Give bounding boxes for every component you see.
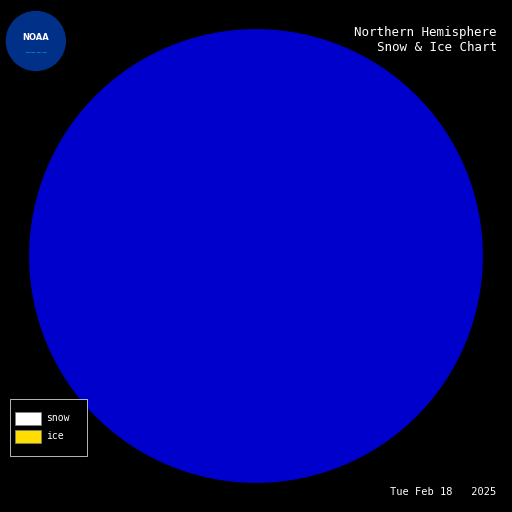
- Text: snow: snow: [46, 413, 70, 423]
- Circle shape: [6, 11, 66, 71]
- Circle shape: [30, 30, 482, 482]
- Text: ice: ice: [46, 431, 63, 441]
- Text: Tue Feb 18   2025: Tue Feb 18 2025: [390, 486, 497, 497]
- Text: Northern Hemisphere
Snow & Ice Chart: Northern Hemisphere Snow & Ice Chart: [354, 26, 497, 54]
- Text: ~~~~: ~~~~: [24, 50, 48, 56]
- Text: NOAA: NOAA: [23, 33, 49, 42]
